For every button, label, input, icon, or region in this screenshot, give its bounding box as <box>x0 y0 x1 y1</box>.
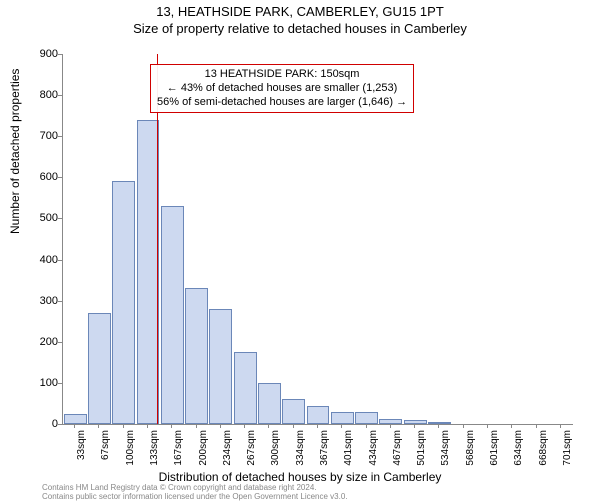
histogram-bar <box>112 181 135 424</box>
histogram-bar <box>282 399 305 424</box>
histogram-bar <box>64 414 87 424</box>
histogram-bar <box>137 120 160 424</box>
x-tick-mark <box>171 424 172 428</box>
y-axis-label: Number of detached properties <box>8 69 22 234</box>
x-tick-mark <box>341 424 342 428</box>
y-tick-mark <box>58 260 62 261</box>
y-tick-label: 400 <box>28 254 58 266</box>
y-tick-mark <box>58 136 62 137</box>
y-tick-mark <box>58 301 62 302</box>
y-tick-mark <box>58 54 62 55</box>
x-tick-mark <box>244 424 245 428</box>
callout-line-3: 56% of semi-detached houses are larger (… <box>157 96 407 110</box>
x-tick-mark <box>414 424 415 428</box>
y-tick-mark <box>58 177 62 178</box>
x-tick-mark <box>390 424 391 428</box>
y-tick-mark <box>58 424 62 425</box>
histogram-bar <box>234 352 257 424</box>
x-tick-mark <box>293 424 294 428</box>
callout-box: 13 HEATHSIDE PARK: 150sqm ← 43% of detac… <box>150 64 414 113</box>
footer-attribution: Contains HM Land Registry data © Crown c… <box>42 484 348 502</box>
histogram-bar <box>209 309 232 424</box>
x-tick-mark <box>536 424 537 428</box>
y-tick-label: 900 <box>28 48 58 60</box>
y-tick-label: 0 <box>28 418 58 430</box>
x-tick-mark <box>123 424 124 428</box>
histogram-bar <box>161 206 184 424</box>
histogram-bar <box>379 419 402 424</box>
histogram-bar <box>355 412 378 424</box>
x-tick-mark <box>511 424 512 428</box>
footer-line-2: Contains public sector information licen… <box>42 493 348 502</box>
chart-area: 13 HEATHSIDE PARK: 150sqm ← 43% of detac… <box>62 54 572 424</box>
y-tick-mark <box>58 383 62 384</box>
histogram-bar <box>185 288 208 424</box>
x-tick-mark <box>438 424 439 428</box>
x-tick-mark <box>98 424 99 428</box>
y-tick-label: 300 <box>28 295 58 307</box>
x-tick-mark <box>317 424 318 428</box>
y-tick-label: 500 <box>28 212 58 224</box>
x-axis-label: Distribution of detached houses by size … <box>0 470 600 484</box>
y-tick-mark <box>58 218 62 219</box>
histogram-bar <box>88 313 111 424</box>
histogram-bar <box>331 412 354 424</box>
histogram-bar <box>307 406 330 425</box>
x-tick-mark <box>560 424 561 428</box>
x-tick-mark <box>147 424 148 428</box>
x-tick-mark <box>196 424 197 428</box>
x-tick-mark <box>366 424 367 428</box>
chart-title: 13, HEATHSIDE PARK, CAMBERLEY, GU15 1PT <box>0 4 600 19</box>
callout-line-2: ← 43% of detached houses are smaller (1,… <box>157 82 407 96</box>
y-tick-mark <box>58 95 62 96</box>
y-tick-label: 600 <box>28 171 58 183</box>
y-tick-label: 800 <box>28 89 58 101</box>
y-tick-label: 200 <box>28 336 58 348</box>
x-tick-mark <box>463 424 464 428</box>
x-tick-mark <box>74 424 75 428</box>
y-tick-label: 100 <box>28 377 58 389</box>
y-tick-mark <box>58 342 62 343</box>
x-tick-mark <box>268 424 269 428</box>
chart-subtitle: Size of property relative to detached ho… <box>0 21 600 36</box>
x-tick-mark <box>220 424 221 428</box>
histogram-bar <box>258 383 281 424</box>
callout-line-1: 13 HEATHSIDE PARK: 150sqm <box>157 68 407 82</box>
y-tick-label: 700 <box>28 130 58 142</box>
x-tick-mark <box>487 424 488 428</box>
